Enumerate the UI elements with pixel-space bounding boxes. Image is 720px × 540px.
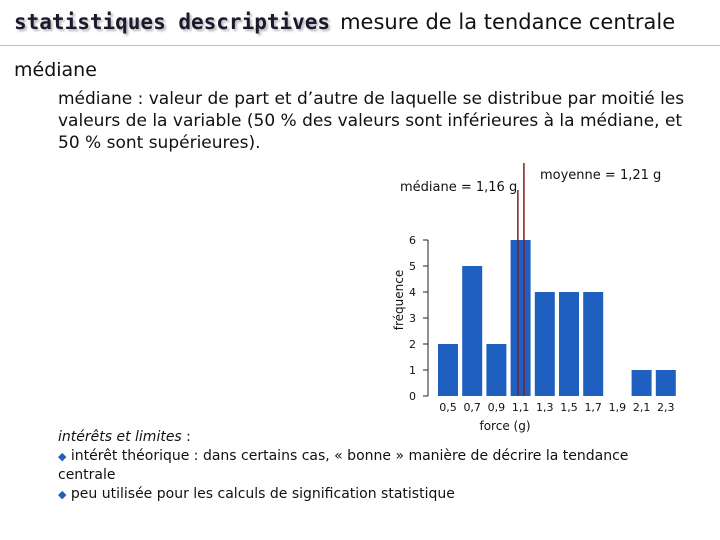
histogram-bar [631,370,652,396]
x-axis-label: force (g) [479,419,530,433]
y-tick-label: 3 [409,312,416,325]
histogram-bar [510,240,531,396]
x-tick-label: 1,3 [536,401,554,414]
y-axis-label: fréquence [392,270,406,330]
slide-subtitle: mesure de la tendance centrale [340,10,676,34]
notes-lead-line: intérêts et limites : [58,428,678,447]
histogram-bar [583,292,604,396]
notes-lead: intérêts et limites [58,429,182,445]
histogram-bar [462,266,483,396]
x-tick-label: 1,7 [584,401,602,414]
diamond-bullet-icon: ◆ [58,488,67,501]
x-tick-label: 0,7 [463,401,481,414]
histogram-bar [655,370,676,396]
histogram-bar [534,292,555,396]
diamond-bullet-icon: ◆ [58,450,67,463]
y-tick-label: 4 [409,286,416,299]
histogram-bar [438,344,458,396]
definition-text: médiane : valeur de part et d’autre de l… [58,89,685,153]
x-tick-label: 1,1 [512,401,530,414]
median-annotation: médiane = 1,16 g [400,180,518,195]
notes-bullet-2-text: peu utilisée pour les calculs de signifi… [70,486,455,502]
y-tick-label: 0 [409,390,416,403]
y-tick-label: 6 [409,234,416,247]
slide-header: statistiques descriptives mesure de la te… [14,10,675,34]
notes-lead-suffix: : [181,429,191,445]
x-tick-label: 2,1 [633,401,651,414]
y-tick-label: 2 [409,338,416,351]
slide-title: statistiques descriptives [14,10,331,34]
x-tick-label: 1,9 [609,401,627,414]
mean-annotation: moyenne = 1,21 g [540,168,662,183]
x-tick-label: 2,3 [657,401,675,414]
section-title: médiane [14,59,97,81]
x-tick-label: 0,5 [439,401,457,414]
header-divider [0,45,720,46]
notes-bullet-2: ◆ peu utilisée pour les calculs de signi… [58,485,678,504]
notes-block: intérêts et limites : ◆ intérêt théoriqu… [58,428,678,504]
y-tick-label: 1 [409,364,416,377]
histogram-bar [486,344,507,396]
histogram-bar [559,292,579,396]
notes-bullet-1-text: intérêt théorique : dans certains cas, «… [58,448,629,483]
notes-bullet-1: ◆ intérêt théorique : dans certains cas,… [58,447,678,485]
x-tick-label: 0,9 [488,401,506,414]
x-tick-label: 1,5 [560,401,578,414]
y-tick-label: 5 [409,260,416,273]
